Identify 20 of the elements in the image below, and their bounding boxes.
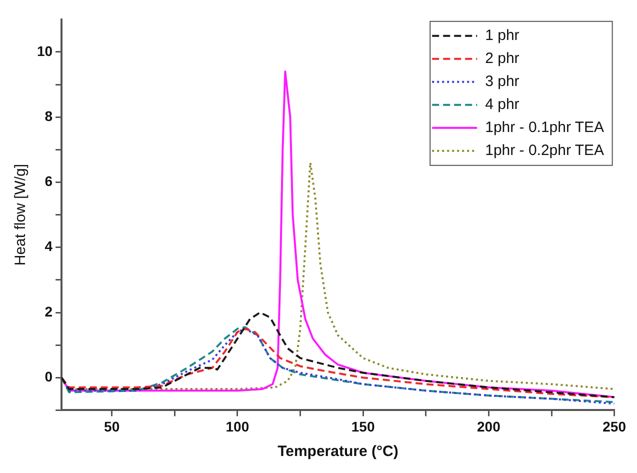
x-tick-label: 200: [477, 418, 501, 434]
y-tick-label: 2: [44, 303, 53, 320]
y-tick-label: 0: [44, 368, 53, 384]
line-series: [62, 312, 614, 398]
x-tick-label: 50: [104, 418, 120, 434]
x-tick-label: 250: [602, 418, 626, 434]
y-tick-label: 8: [44, 108, 53, 124]
x-tick-label: 100: [226, 418, 250, 434]
y-tick-label: 4: [44, 238, 53, 254]
legend-label: 3 phr: [485, 73, 520, 90]
y-tick-label: 10: [36, 42, 53, 59]
legend-label: 1phr - 0.2phr TEA: [485, 142, 604, 160]
legend-label: 4 phr: [485, 96, 520, 114]
legend-label: 2 phr: [485, 50, 520, 68]
legend-label: 1phr - 0.1phr TEA: [485, 119, 604, 136]
y-tick-label: 6: [44, 173, 53, 190]
legend-label: 1 phr: [485, 27, 520, 44]
x-tick-label: 150: [351, 418, 375, 434]
x-axis-title: Temperature (°C): [278, 443, 398, 460]
y-axis-title: Heat flow [W/g]: [12, 164, 30, 266]
